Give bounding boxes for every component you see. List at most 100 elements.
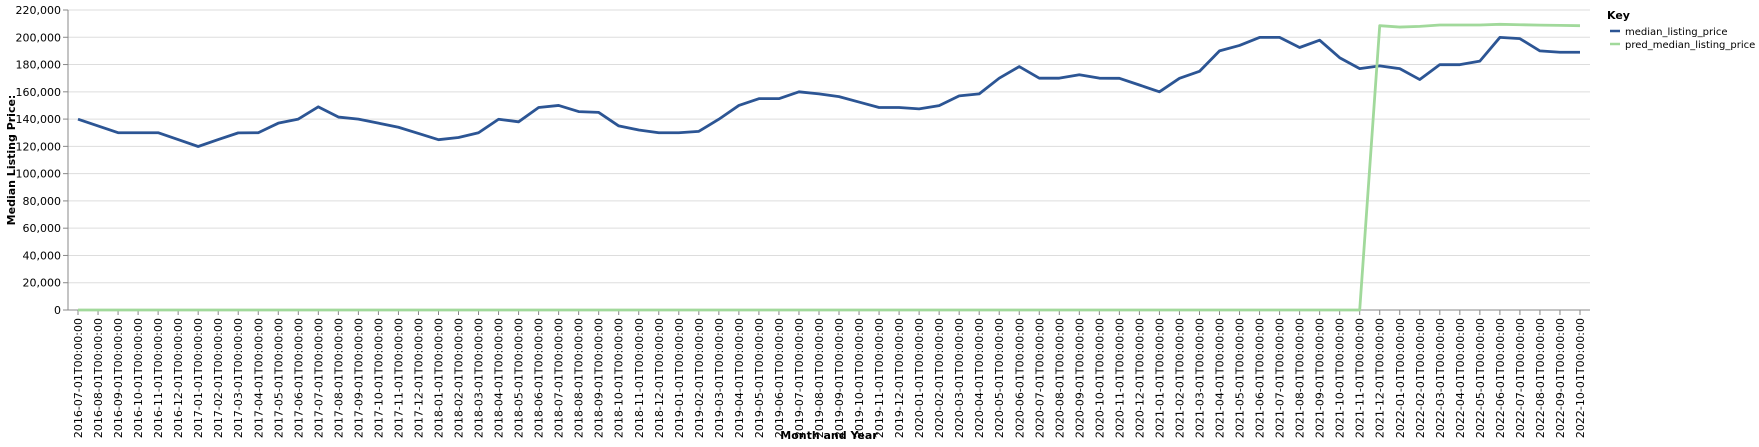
series-lines [77, 22, 1581, 312]
y-tick-label: 80,000 [23, 195, 62, 208]
legend-label: median_listing_price [1625, 27, 1728, 38]
x-tick-label: 2022-08-01T00:00:00 [1534, 318, 1547, 438]
x-tick-label: 2016-10-01T00:00:00 [132, 318, 145, 438]
x-tick-label: 2019-01-01T00:00:00 [673, 318, 686, 438]
x-tick-label: 2022-03-01T00:00:00 [1434, 318, 1447, 438]
y-tick-label: 180,000 [16, 59, 62, 72]
x-tick-label: 2019-09-01T00:00:00 [833, 318, 846, 438]
x-tick-label: 2021-11-01T00:00:00 [1354, 318, 1367, 438]
x-tick-label: 2019-06-01T00:00:00 [773, 318, 786, 438]
y-tick-label: 60,000 [23, 222, 62, 235]
legend-label: pred_median_listing_price [1625, 40, 1755, 51]
x-tick-label: 2021-07-01T00:00:00 [1274, 318, 1287, 438]
y-tick-label: 40,000 [23, 249, 62, 262]
x-tick-label: 2018-05-01T00:00:00 [513, 318, 526, 438]
x-tick-label: 2017-06-01T00:00:00 [292, 318, 305, 438]
x-tick-label: 2021-06-01T00:00:00 [1254, 318, 1267, 438]
y-tick-label: 160,000 [16, 86, 62, 99]
x-tick-label: 2016-11-01T00:00:00 [152, 318, 165, 438]
x-tick-label: 2019-10-01T00:00:00 [853, 318, 866, 438]
x-tick-label: 2020-11-01T00:00:00 [1113, 318, 1126, 438]
x-tick-label: 2021-04-01T00:00:00 [1214, 318, 1227, 438]
x-tick-label: 2019-03-01T00:00:00 [713, 318, 726, 438]
x-tick-label: 2018-07-01T00:00:00 [553, 318, 566, 438]
x-tick-label: 2022-05-01T00:00:00 [1474, 318, 1487, 438]
x-tick-label: 2019-02-01T00:00:00 [693, 318, 706, 438]
x-tick-label: 2021-05-01T00:00:00 [1234, 318, 1247, 438]
x-tick-label: 2017-10-01T00:00:00 [372, 318, 385, 438]
x-tick-label: 2016-07-01T00:00:00 [72, 318, 85, 438]
x-tick-label: 2020-10-01T00:00:00 [1093, 318, 1106, 438]
x-tick-label: 2018-02-01T00:00:00 [453, 318, 466, 438]
x-tick-label: 2016-08-01T00:00:00 [92, 318, 105, 438]
x-tick-label: 2019-08-01T00:00:00 [813, 318, 826, 438]
x-tick-label: 2022-06-01T00:00:00 [1494, 318, 1507, 438]
y-tick-label: 100,000 [16, 168, 62, 181]
x-tick-label: 2019-05-01T00:00:00 [753, 318, 766, 438]
x-tick-label: 2021-08-01T00:00:00 [1294, 318, 1307, 438]
x-tick-label: 2019-12-01T00:00:00 [893, 318, 906, 438]
x-tick-label: 2018-01-01T00:00:00 [432, 318, 445, 438]
x-tick-label: 2016-12-01T00:00:00 [172, 318, 185, 438]
x-tick-label: 2022-04-01T00:00:00 [1454, 318, 1467, 438]
x-tick-label: 2017-01-01T00:00:00 [192, 318, 205, 438]
x-tick-label: 2017-11-01T00:00:00 [392, 318, 405, 438]
x-tick-label: 2017-09-01T00:00:00 [352, 318, 365, 438]
x-tick-label: 2017-07-01T00:00:00 [312, 318, 325, 438]
x-tick-label: 2020-06-01T00:00:00 [1013, 318, 1026, 438]
x-tick-label: 2021-01-01T00:00:00 [1153, 318, 1166, 438]
y-tick-label: 200,000 [16, 31, 62, 44]
x-tick-label: 2022-07-01T00:00:00 [1514, 318, 1527, 438]
x-tick-label: 2017-05-01T00:00:00 [272, 318, 285, 438]
y-tick-label: 220,000 [16, 4, 62, 17]
series-line-pred_median_listing_price [78, 22, 1581, 312]
legend-title: Key [1607, 9, 1630, 22]
x-tick-label: 2020-01-01T00:00:00 [913, 318, 926, 438]
x-tick-label: 2022-01-01T00:00:00 [1394, 318, 1407, 438]
y-axis-title: Median Listing Price: [5, 95, 18, 226]
series-line-median_listing_price [77, 36, 1580, 148]
x-tick-label: 2017-04-01T00:00:00 [252, 318, 265, 438]
x-tick-label: 2018-08-01T00:00:00 [573, 318, 586, 438]
y-tick-label: 120,000 [16, 140, 62, 153]
x-tick-label: 2022-10-01T00:00:00 [1574, 318, 1587, 438]
x-tick-label: 2021-09-01T00:00:00 [1314, 318, 1327, 438]
x-tick-label: 2019-11-01T00:00:00 [873, 318, 886, 438]
x-tick-label: 2019-07-01T00:00:00 [793, 318, 806, 438]
x-tick-label: 2018-11-01T00:00:00 [633, 318, 646, 438]
x-tick-label: 2021-12-01T00:00:00 [1374, 318, 1387, 438]
y-tick-label: 0 [54, 304, 61, 317]
x-tick-label: 2018-06-01T00:00:00 [533, 318, 546, 438]
x-tick-label: 2022-09-01T00:00:00 [1554, 318, 1567, 438]
y-tick-label: 140,000 [16, 113, 62, 126]
x-axis-title: Month and Year [780, 429, 878, 442]
x-tick-label: 2017-12-01T00:00:00 [412, 318, 425, 438]
y-tick-label: 20,000 [23, 277, 62, 290]
y-axis-ticks: 0 20,000 40,000 60,000 80,000 100,000 120,000 1… [16, 4, 68, 317]
x-axis-ticks: 2016-07-01T00:00:00 2016-08-01T00:00:00 20… [72, 310, 1587, 438]
x-tick-label: 2018-03-01T00:00:00 [473, 318, 486, 438]
x-tick-label: 2020-03-01T00:00:00 [953, 318, 966, 438]
x-tick-label: 2018-10-01T00:00:00 [613, 318, 626, 438]
x-tick-label: 2020-08-01T00:00:00 [1053, 318, 1066, 438]
x-tick-label: 2017-08-01T00:00:00 [332, 318, 345, 438]
x-tick-label: 2020-04-01T00:00:00 [973, 318, 986, 438]
x-tick-label: 2020-05-01T00:00:00 [993, 318, 1006, 438]
gridlines [68, 9, 1590, 311]
legend: Key median_listing_price pred_median_list… [1607, 9, 1755, 51]
x-tick-label: 2018-04-01T00:00:00 [493, 318, 506, 438]
x-tick-label: 2016-09-01T00:00:00 [112, 318, 125, 438]
x-tick-label: 2020-09-01T00:00:00 [1073, 318, 1086, 438]
x-tick-label: 2021-02-01T00:00:00 [1173, 318, 1186, 438]
x-tick-label: 2021-10-01T00:00:00 [1334, 318, 1347, 438]
x-tick-label: 2022-02-01T00:00:00 [1414, 318, 1427, 438]
x-tick-label: 2017-02-01T00:00:00 [212, 318, 225, 438]
x-tick-label: 2020-02-01T00:00:00 [933, 318, 946, 438]
x-tick-label: 2019-04-01T00:00:00 [733, 318, 746, 438]
x-tick-label: 2020-07-01T00:00:00 [1033, 318, 1046, 438]
x-tick-label: 2020-12-01T00:00:00 [1133, 318, 1146, 438]
x-tick-label: 2021-03-01T00:00:00 [1193, 318, 1206, 438]
x-tick-label: 2018-12-01T00:00:00 [653, 318, 666, 438]
x-tick-label: 2018-09-01T00:00:00 [593, 318, 606, 438]
